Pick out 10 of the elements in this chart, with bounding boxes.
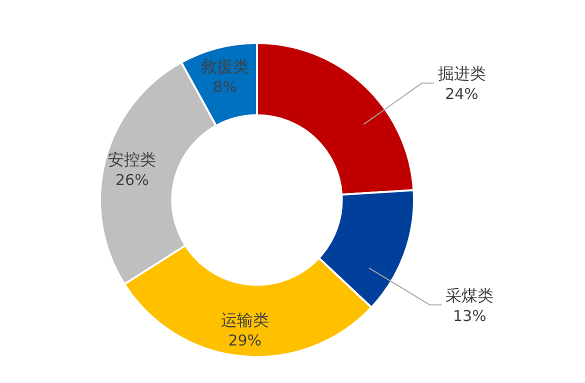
data-label: 24% (445, 85, 478, 104)
slice-label: 掘进类 (438, 64, 486, 84)
data-label: 29% (228, 331, 262, 350)
slice-label: 救援类 (200, 57, 249, 76)
data-label: 26% (115, 170, 149, 189)
slice-label: 运输类 (220, 310, 269, 330)
slice-label: 采煤类 (446, 286, 494, 305)
data-label: 13% (453, 306, 486, 325)
data-label: 8% (213, 78, 237, 96)
slice-label: 安控类 (108, 150, 156, 169)
